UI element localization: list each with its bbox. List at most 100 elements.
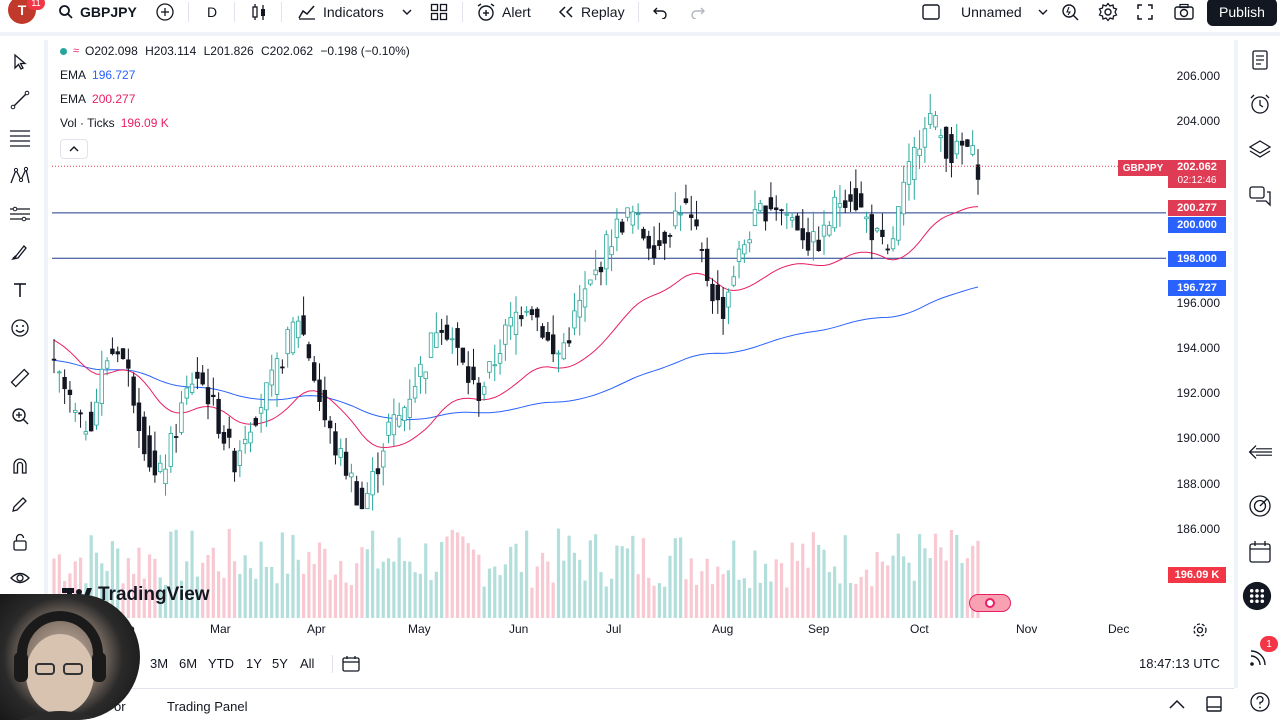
chats-button[interactable]	[1248, 184, 1272, 208]
range-ytd[interactable]: YTD	[208, 656, 234, 671]
settings-button[interactable]	[1098, 0, 1118, 24]
fib-tool[interactable]	[8, 126, 32, 150]
volume-bar	[227, 528, 231, 618]
collapse-legend-button[interactable]	[60, 139, 88, 159]
magnet-icon	[13, 458, 27, 474]
ema-legend-1[interactable]: EMA 196.727	[60, 68, 136, 82]
volume-bar	[939, 547, 943, 618]
candle-body	[880, 229, 885, 237]
watchlist-button[interactable]	[1248, 48, 1272, 72]
candle-body	[396, 415, 402, 427]
ema-legend-2[interactable]: EMA 200.277	[60, 92, 136, 106]
lock-drawings-tool[interactable]	[8, 530, 32, 554]
symbol-label: GBPJPY	[80, 4, 137, 20]
range-3m[interactable]: 3M	[150, 656, 169, 671]
alert-button[interactable]: Alert	[476, 0, 531, 24]
pattern-tool[interactable]	[8, 164, 32, 188]
range-5y[interactable]: 5Y	[272, 656, 288, 671]
left-toolbar-divider	[44, 40, 48, 688]
emoji-tool[interactable]	[8, 316, 32, 340]
volume-bar	[450, 529, 454, 618]
prediction-tool[interactable]	[8, 202, 32, 226]
trading-panel-tab[interactable]: Trading Panel	[167, 699, 248, 714]
chart-type-button[interactable]	[251, 0, 267, 24]
list-document-icon	[1252, 50, 1268, 70]
collapse-sidebar-button[interactable]	[1248, 440, 1272, 464]
layout-menu-button[interactable]: Unnamed	[921, 0, 1048, 24]
webcam-overlay	[0, 594, 140, 720]
publish-button[interactable]: Publish	[1207, 0, 1277, 26]
cursor-tool[interactable]	[8, 50, 32, 74]
replay-marker[interactable]	[969, 594, 1011, 612]
fullscreen-button[interactable]	[1136, 0, 1154, 24]
trend-line-tool[interactable]	[8, 88, 32, 112]
candle-body	[535, 308, 540, 318]
utc-clock[interactable]: 18:47:13 UTC	[1139, 656, 1220, 671]
candle-body	[651, 245, 657, 259]
maximize-panel-icon[interactable]	[1205, 695, 1223, 713]
replay-button[interactable]: Replay	[557, 0, 625, 24]
volume-bar	[471, 549, 476, 618]
date-range-icon[interactable]	[341, 655, 361, 673]
volume-bar	[859, 576, 863, 618]
volume-bar	[758, 582, 762, 618]
forecast-icon	[10, 206, 30, 222]
quick-search-button[interactable]	[1060, 0, 1080, 24]
ruler-tool[interactable]	[8, 366, 32, 390]
volume-bar	[684, 579, 688, 618]
volume-bar	[609, 578, 614, 618]
volume-bar	[333, 574, 338, 618]
candle-body	[322, 389, 328, 421]
object-tree-button[interactable]	[1248, 138, 1272, 162]
candle-body	[136, 402, 142, 432]
help-button[interactable]	[1248, 690, 1272, 714]
magnet-tool[interactable]	[8, 454, 32, 478]
chevron-down-icon	[402, 9, 412, 15]
fullscreen-icon	[1137, 4, 1153, 20]
volume-bar	[827, 571, 831, 618]
candle-body	[540, 326, 545, 338]
undo-button[interactable]	[652, 0, 668, 24]
candle-body	[184, 387, 189, 399]
redo-button[interactable]	[690, 0, 706, 24]
products-button[interactable]	[1242, 581, 1272, 611]
hide-drawings-tool[interactable]	[8, 566, 32, 590]
candle-body	[455, 328, 460, 348]
stay-in-drawing-tool[interactable]	[8, 492, 32, 516]
indicators-icon	[298, 5, 315, 20]
time-tick-label: Nov	[1016, 622, 1038, 636]
compare-symbol-button[interactable]	[155, 0, 175, 24]
apps-grid-icon	[1242, 581, 1272, 611]
volume-bar	[397, 537, 401, 618]
rewind-icon	[558, 6, 573, 18]
panel-tab-partial[interactable]: or	[114, 699, 126, 714]
candle-body	[885, 248, 890, 251]
ideas-button[interactable]	[1248, 494, 1272, 518]
interval-button[interactable]: D	[207, 4, 218, 20]
candle-body	[874, 227, 880, 232]
zoom-tool[interactable]	[8, 404, 32, 428]
brush-tool[interactable]	[8, 240, 32, 264]
text-tool[interactable]	[8, 278, 32, 302]
volume-bar	[811, 532, 815, 618]
templates-button[interactable]	[430, 0, 448, 24]
indicators-button[interactable]: Indicators	[297, 0, 384, 24]
time-tick-label: Oct	[910, 622, 929, 636]
symbol-search-button[interactable]: GBPJPY	[58, 0, 137, 24]
candle-body	[232, 450, 237, 473]
indicators-dropdown-button[interactable]	[402, 0, 412, 24]
candle-body	[572, 310, 577, 329]
candle-body	[200, 372, 205, 385]
time-settings-button[interactable]	[1192, 622, 1208, 643]
alerts-panel-button[interactable]	[1248, 92, 1272, 116]
range-6m[interactable]: 6M	[179, 656, 198, 671]
volume-bar	[408, 561, 412, 618]
volume-legend[interactable]: Vol · Ticks 196.09 K	[60, 116, 169, 130]
range-all[interactable]: All	[300, 656, 315, 671]
chevron-up-icon[interactable]	[1168, 698, 1186, 710]
range-1y[interactable]: 1Y	[246, 656, 262, 671]
snapshot-button[interactable]	[1173, 0, 1195, 24]
calendar-button[interactable]	[1248, 540, 1272, 564]
notifications-button[interactable]	[1248, 644, 1272, 668]
candle-body	[519, 315, 524, 320]
